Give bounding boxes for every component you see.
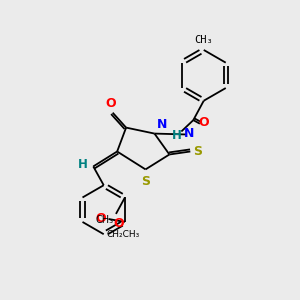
Text: N: N xyxy=(184,128,195,140)
Text: O: O xyxy=(106,97,116,110)
Text: O: O xyxy=(96,212,106,226)
Text: H: H xyxy=(78,158,88,170)
Text: CH₃: CH₃ xyxy=(194,34,213,45)
Text: O: O xyxy=(199,116,209,129)
Text: N: N xyxy=(157,118,167,131)
Text: CH₃: CH₃ xyxy=(95,215,113,226)
Text: S: S xyxy=(193,145,202,158)
Text: S: S xyxy=(142,175,151,188)
Text: H: H xyxy=(172,129,182,142)
Text: CH₂CH₃: CH₂CH₃ xyxy=(107,230,140,239)
Text: O: O xyxy=(114,217,124,230)
